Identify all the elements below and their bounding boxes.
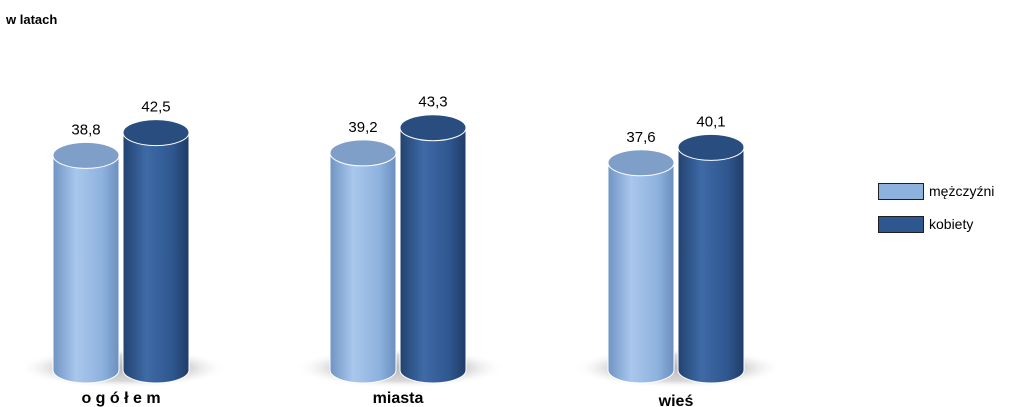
bar-mezczyzni-2 — [607, 162, 675, 384]
value-label: 38,8 — [71, 121, 100, 138]
legend-item-kobiety: kobiety — [878, 214, 994, 234]
legend-swatch-kobiety — [878, 215, 924, 233]
legend-swatch-mezczyzni — [878, 182, 924, 200]
category-label: miasta — [373, 390, 424, 407]
value-label: 42,5 — [141, 99, 170, 116]
legend-label-kobiety: kobiety — [929, 216, 974, 232]
bar-top-kobiety-2 — [677, 133, 745, 161]
legend-item-mezczyzni: mężczyźni — [878, 181, 994, 201]
value-label: 40,1 — [696, 113, 725, 130]
bar-kobiety-1 — [399, 127, 467, 384]
category-label: o g ó ł e m — [81, 390, 160, 407]
value-label: 37,6 — [626, 129, 655, 146]
bar-mezczyzni-1 — [329, 152, 397, 384]
bar-top-kobiety-1 — [399, 114, 467, 142]
bar-mezczyzni-0 — [52, 154, 120, 384]
value-label: 39,2 — [348, 119, 377, 136]
category-label: wieś — [658, 393, 694, 407]
legend-label-mezczyzni: mężczyźni — [929, 183, 995, 199]
bar-kobiety-2 — [677, 146, 745, 384]
bar-kobiety-0 — [122, 132, 190, 384]
bar-top-mezczyzni-0 — [52, 141, 120, 169]
bar-top-mezczyzni-2 — [607, 149, 675, 177]
bar-top-mezczyzni-1 — [329, 139, 397, 167]
unit-label: w latach — [6, 12, 58, 27]
value-label: 43,3 — [418, 94, 447, 111]
bar-top-kobiety-0 — [122, 119, 190, 147]
legend: mężczyźni kobiety — [878, 181, 994, 247]
